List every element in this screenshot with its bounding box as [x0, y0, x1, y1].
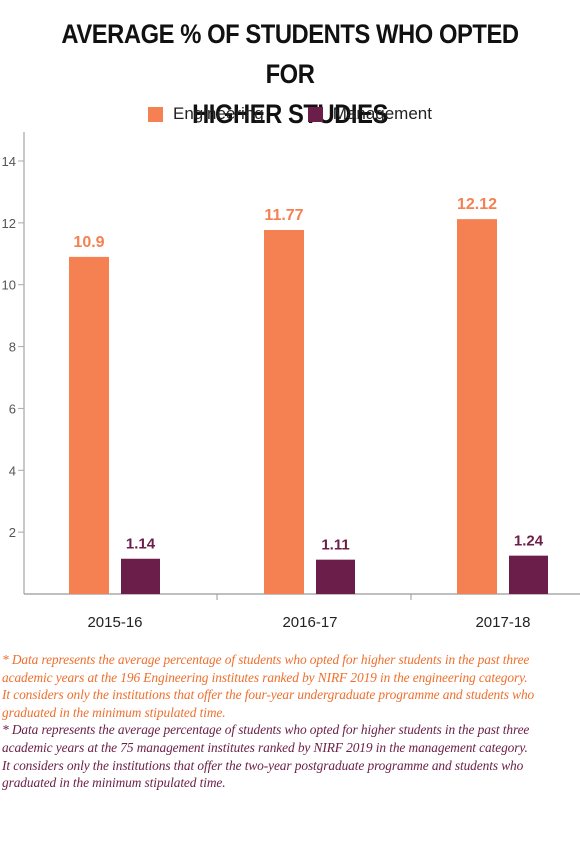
footnote-management-1: * Data represents the average percentage…	[2, 722, 530, 755]
x-category-label: 2015-16	[87, 614, 142, 631]
x-category-label: 2017-18	[475, 614, 530, 631]
chart-title-line-2: HIGHER STUDIES	[192, 99, 388, 129]
bar-engineering	[457, 219, 497, 594]
data-label-engineering: 12.12	[457, 196, 497, 213]
data-label-management: 1.14	[126, 536, 156, 553]
footnotes: * Data represents the average percentage…	[2, 651, 578, 792]
data-label-management: 1.24	[514, 533, 544, 550]
y-tick-label: 2	[9, 525, 16, 540]
bar-chart: 2 4 6 8 10 12 14 10.9 1.14 2015-16 11.77 1.11 2016-1…	[2, 132, 580, 631]
y-tick-label: 4	[9, 463, 16, 478]
y-tick-label: 10	[2, 278, 16, 293]
chart-legend: Engineering Management	[0, 104, 580, 124]
x-category-label: 2016-17	[282, 614, 337, 631]
data-label-management: 1.11	[321, 537, 349, 554]
legend-swatch-management	[307, 106, 323, 122]
y-tick-label: 6	[9, 401, 16, 416]
chart-title-line-1: AVERAGE % OF STUDENTS WHO OPTED FOR	[61, 19, 519, 89]
bar-engineering	[264, 229, 304, 595]
footnote-engineering-2: It considers only the institutions that …	[2, 687, 535, 720]
footnote-engineering-1: * Data represents the average percentage…	[2, 652, 530, 685]
data-label-engineering: 11.77	[264, 207, 303, 224]
legend-label-engineering: Engineering	[173, 104, 264, 123]
y-tick-label: 12	[2, 216, 16, 231]
bar-management	[121, 558, 160, 594]
legend-item-management: Management	[307, 104, 432, 124]
legend-item-engineering: Engineering	[148, 104, 264, 124]
bar-management	[509, 555, 548, 594]
bar-management	[316, 559, 355, 594]
footnote-management-2: It considers only the institutions that …	[2, 757, 524, 791]
chart-title: AVERAGE % OF STUDENTS WHO OPTED FOR HIGH…	[35, 14, 545, 134]
legend-swatch-engineering	[148, 106, 163, 122]
legend-label-management: Management	[332, 104, 432, 123]
data-label-engineering: 10.9	[73, 234, 104, 251]
y-tick-label: 14	[2, 154, 16, 169]
bar-engineering	[69, 256, 109, 594]
y-tick-label: 8	[9, 340, 16, 355]
